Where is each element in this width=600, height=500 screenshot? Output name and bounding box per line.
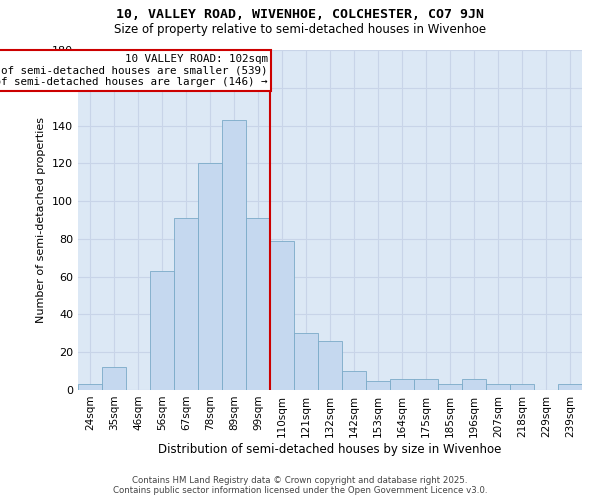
Bar	[510, 384, 534, 390]
Text: Contains HM Land Registry data © Crown copyright and database right 2025.
Contai: Contains HM Land Registry data © Crown c…	[113, 476, 487, 495]
Bar	[102, 368, 126, 390]
Bar	[294, 334, 318, 390]
Bar	[558, 384, 582, 390]
Bar	[270, 241, 294, 390]
Bar	[462, 378, 486, 390]
Text: 10 VALLEY ROAD: 102sqm
← 78% of semi-detached houses are smaller (539)
 21% of s: 10 VALLEY ROAD: 102sqm ← 78% of semi-det…	[0, 54, 268, 87]
Bar	[78, 384, 102, 390]
Text: 10, VALLEY ROAD, WIVENHOE, COLCHESTER, CO7 9JN: 10, VALLEY ROAD, WIVENHOE, COLCHESTER, C…	[116, 8, 484, 20]
Bar	[246, 218, 270, 390]
X-axis label: Distribution of semi-detached houses by size in Wivenhoe: Distribution of semi-detached houses by …	[158, 442, 502, 456]
Bar	[198, 164, 222, 390]
Bar	[174, 218, 198, 390]
Bar	[342, 371, 366, 390]
Bar	[318, 341, 342, 390]
Text: Size of property relative to semi-detached houses in Wivenhoe: Size of property relative to semi-detach…	[114, 22, 486, 36]
Bar	[222, 120, 246, 390]
Bar	[486, 384, 510, 390]
Bar	[150, 271, 174, 390]
Bar	[390, 378, 414, 390]
Bar	[366, 380, 390, 390]
Bar	[438, 384, 462, 390]
Bar	[414, 378, 438, 390]
Y-axis label: Number of semi-detached properties: Number of semi-detached properties	[37, 117, 46, 323]
